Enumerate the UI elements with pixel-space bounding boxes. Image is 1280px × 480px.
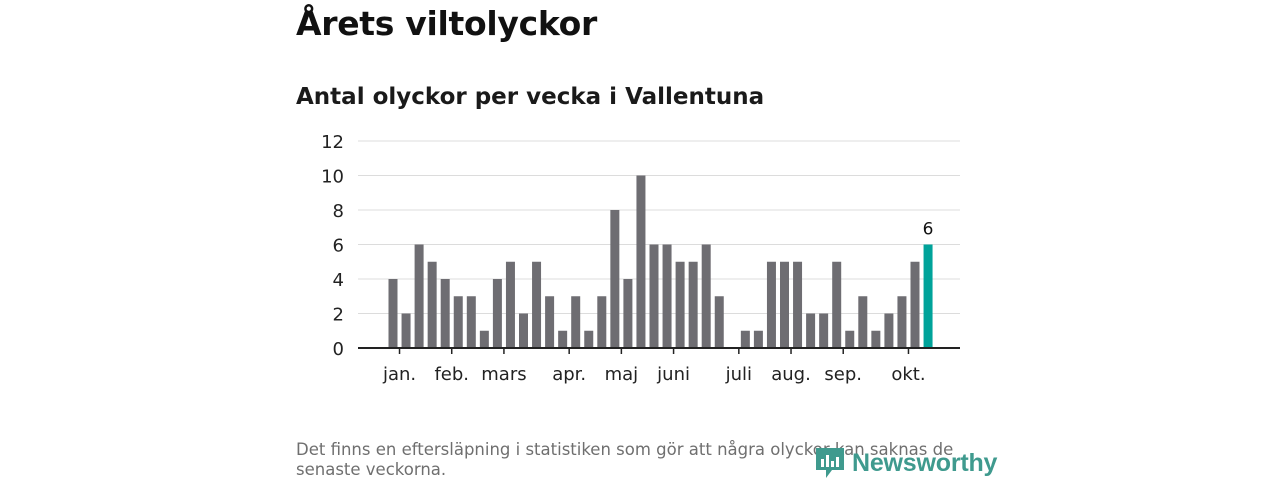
bar-chart: 0 2 4 6 8 10 12 6 jan. feb. mars apr. maj juni juli aug… — [321, 132, 960, 385]
y-tick-label: 4 — [333, 270, 344, 291]
bar — [623, 279, 633, 348]
bar — [636, 175, 646, 348]
brand-name: Newsworthy — [852, 448, 998, 477]
bar — [414, 244, 424, 348]
chart-subtitle: Antal olyckor per vecka i Vallentuna — [296, 84, 765, 110]
footnote: Det finns en eftersläpning i statistiken… — [296, 440, 954, 479]
bar — [714, 296, 724, 348]
bar — [858, 296, 868, 348]
bar — [740, 330, 750, 348]
x-tick-label: apr. — [552, 364, 586, 385]
page-title: Årets viltolyckor — [296, 4, 597, 43]
bar — [897, 296, 907, 348]
bar-highlight — [923, 244, 933, 348]
bar — [545, 296, 555, 348]
bar — [662, 244, 672, 348]
bar — [505, 261, 515, 348]
x-tick-label: okt. — [891, 364, 925, 385]
x-tick-label: maj — [605, 364, 639, 385]
y-tick-label: 12 — [321, 132, 344, 153]
bar — [584, 330, 594, 348]
bar — [675, 261, 685, 348]
bar — [832, 261, 842, 348]
bar — [766, 261, 776, 348]
bar — [466, 296, 476, 348]
x-tick-label: juni — [656, 364, 690, 385]
bar — [519, 313, 528, 348]
y-tick-label: 0 — [333, 339, 344, 360]
bar — [440, 279, 450, 348]
bar — [871, 330, 881, 348]
x-tick-label: juli — [725, 364, 752, 385]
y-tick-label: 10 — [321, 167, 344, 188]
x-tick-label: sep. — [824, 364, 862, 385]
bar — [532, 261, 542, 348]
bar — [401, 313, 411, 348]
bar — [427, 261, 437, 348]
y-tick-label: 8 — [333, 201, 344, 222]
brand-logo: Newsworthy — [814, 446, 997, 480]
data-label: 6 — [923, 220, 934, 240]
bar — [845, 330, 855, 348]
bar — [780, 261, 789, 348]
bar — [558, 330, 568, 348]
bar — [701, 244, 711, 348]
bar — [571, 296, 581, 348]
x-tick-label: mars — [481, 364, 526, 385]
bar — [649, 244, 659, 348]
bar — [793, 261, 803, 348]
bar — [492, 279, 502, 348]
bar — [819, 313, 829, 348]
newsworthy-logo-icon — [816, 448, 844, 478]
bar — [453, 296, 463, 348]
bar — [884, 313, 894, 348]
bar — [910, 261, 920, 348]
bar — [388, 279, 398, 348]
y-tick-label: 6 — [333, 236, 344, 257]
bar — [806, 313, 816, 348]
x-tick-label: feb. — [434, 364, 469, 385]
x-tick-label: aug. — [771, 364, 811, 385]
bar — [688, 261, 698, 348]
bar — [479, 330, 489, 348]
y-tick-label: 2 — [333, 305, 344, 326]
bar — [753, 330, 763, 348]
bar — [597, 296, 607, 348]
x-tick-label: jan. — [382, 364, 416, 385]
bar — [610, 210, 620, 348]
